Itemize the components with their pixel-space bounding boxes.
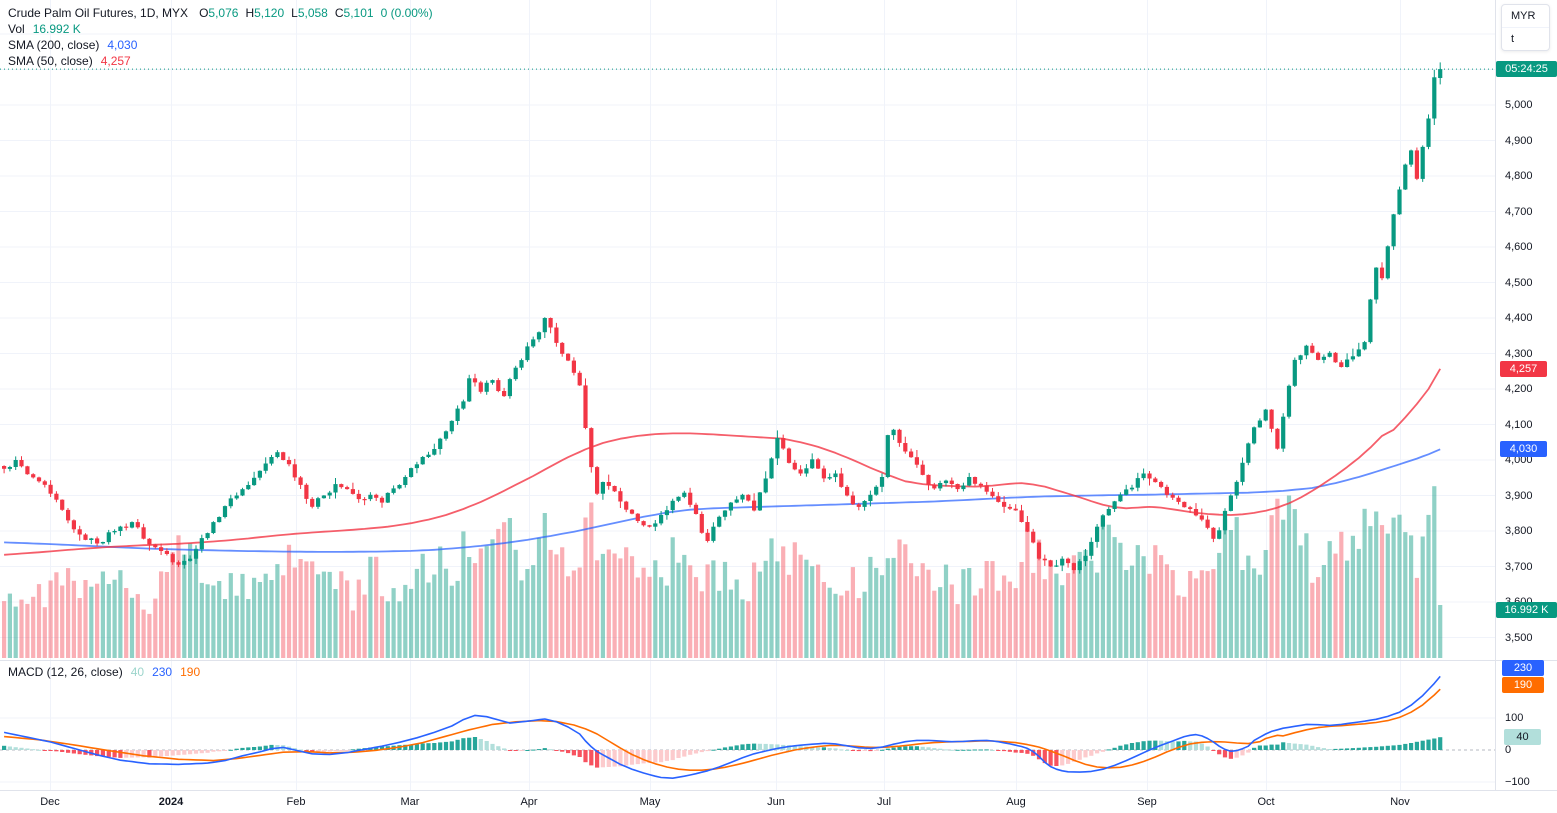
price-tick-label: 3,700 bbox=[1505, 560, 1533, 573]
time-axis-label: Apr bbox=[520, 796, 538, 808]
macd-signal-value: 190 bbox=[180, 665, 201, 679]
price-tick-label: 5,000 bbox=[1505, 99, 1533, 111]
macd-line bbox=[3, 675, 1441, 779]
symbol-title[interactable]: Crude Palm Oil Futures, 1D, MYX bbox=[8, 6, 189, 20]
time-axis-label: Jun bbox=[767, 796, 785, 808]
sma50-value-badge: 4,257 bbox=[1500, 360, 1547, 377]
macd-legend: MACD (12, 26, close) 40 230 190 bbox=[8, 665, 200, 679]
change-value: 0 (0.00%) bbox=[380, 6, 433, 20]
volume-row: Vol 16.992 K bbox=[8, 21, 433, 37]
macd-signal-line bbox=[4, 688, 1441, 771]
time-axis-label: Nov bbox=[1390, 796, 1410, 808]
macd-label[interactable]: MACD (12, 26, close) bbox=[8, 665, 123, 679]
price-tick-label: 4,700 bbox=[1505, 205, 1533, 218]
separators bbox=[0, 0, 1557, 791]
sma200-label[interactable]: SMA (200, close) bbox=[8, 38, 100, 52]
macd-line-value: 230 bbox=[152, 665, 173, 679]
macd-hist-value: 40 bbox=[130, 665, 145, 679]
main-legend: Crude Palm Oil Futures, 1D, MYX O5,076 H5,… bbox=[8, 5, 433, 69]
price-tick-label: 4,900 bbox=[1505, 134, 1533, 147]
sma200-line bbox=[4, 448, 1441, 553]
sma200-row: SMA (200, close) 4,030 bbox=[8, 37, 433, 53]
price-tick-label: 4,300 bbox=[1505, 347, 1533, 360]
ohlc-close: C5,101 bbox=[334, 6, 374, 20]
price-tick-label: 4,500 bbox=[1505, 276, 1533, 289]
histogram-value-badge: 40 bbox=[1504, 729, 1541, 745]
volume-value: 16.992 K bbox=[32, 22, 81, 36]
axis-unit-selector: MYR t bbox=[1501, 4, 1550, 51]
volume-value-badge: 16.992 K bbox=[1496, 601, 1557, 618]
time-axis-label: Aug bbox=[1006, 796, 1026, 808]
sma200-value-badge: 4,030 bbox=[1500, 441, 1547, 458]
grid-layer bbox=[0, 0, 1495, 790]
sma50-value: 4,257 bbox=[100, 54, 131, 68]
price-tick-label: 4,200 bbox=[1505, 383, 1533, 395]
price-tick-label: 3,800 bbox=[1505, 525, 1533, 537]
macd-value-badge: 230 bbox=[1502, 660, 1544, 676]
price-tick-label: 4,600 bbox=[1505, 241, 1533, 253]
price-tick-label: 3,900 bbox=[1505, 489, 1533, 502]
volume-label[interactable]: Vol bbox=[8, 22, 25, 36]
time-axis-label: Dec bbox=[40, 796, 60, 808]
macd-tick-label: 100 bbox=[1505, 712, 1524, 724]
symbol-row: Crude Palm Oil Futures, 1D, MYX O5,076 H5,… bbox=[8, 5, 433, 21]
sma50-line bbox=[4, 368, 1441, 556]
sma200-value: 4,030 bbox=[107, 38, 138, 52]
price-tick-label: 4,100 bbox=[1505, 418, 1533, 431]
candles-layer bbox=[2, 62, 1443, 574]
time-axis-label: Mar bbox=[400, 796, 420, 808]
sma50-row: SMA (50, close) 4,257 bbox=[8, 53, 433, 69]
price-tick-label: 3,500 bbox=[1505, 631, 1533, 644]
volume-layer bbox=[2, 486, 1443, 658]
signal-value-badge: 190 bbox=[1502, 677, 1544, 693]
macd-tick-label: −100 bbox=[1505, 776, 1530, 788]
current-price-countdown-badge: 05:24:25 bbox=[1496, 61, 1557, 78]
sma50-label[interactable]: SMA (50, close) bbox=[8, 54, 93, 68]
price-tick-label: 4,400 bbox=[1505, 312, 1533, 324]
unit-button[interactable]: t bbox=[1511, 33, 1515, 45]
time-axis-label: May bbox=[639, 796, 661, 808]
time-axis-label: Oct bbox=[1257, 796, 1275, 808]
time-axis-label: 2024 bbox=[158, 796, 184, 808]
ohlc-open: O5,076 bbox=[199, 6, 239, 20]
time-axis-label: Sep bbox=[1137, 796, 1157, 808]
ohlc-low: L5,058 bbox=[291, 6, 328, 20]
ohlc-high: H5,120 bbox=[245, 6, 285, 20]
macd-tick-label: 0 bbox=[1505, 744, 1512, 756]
price-tick-label: 4,800 bbox=[1505, 170, 1533, 182]
time-axis-label: Jul bbox=[876, 796, 892, 808]
currency-button[interactable]: MYR bbox=[1502, 5, 1549, 28]
time-axis-label: Feb bbox=[286, 796, 306, 808]
